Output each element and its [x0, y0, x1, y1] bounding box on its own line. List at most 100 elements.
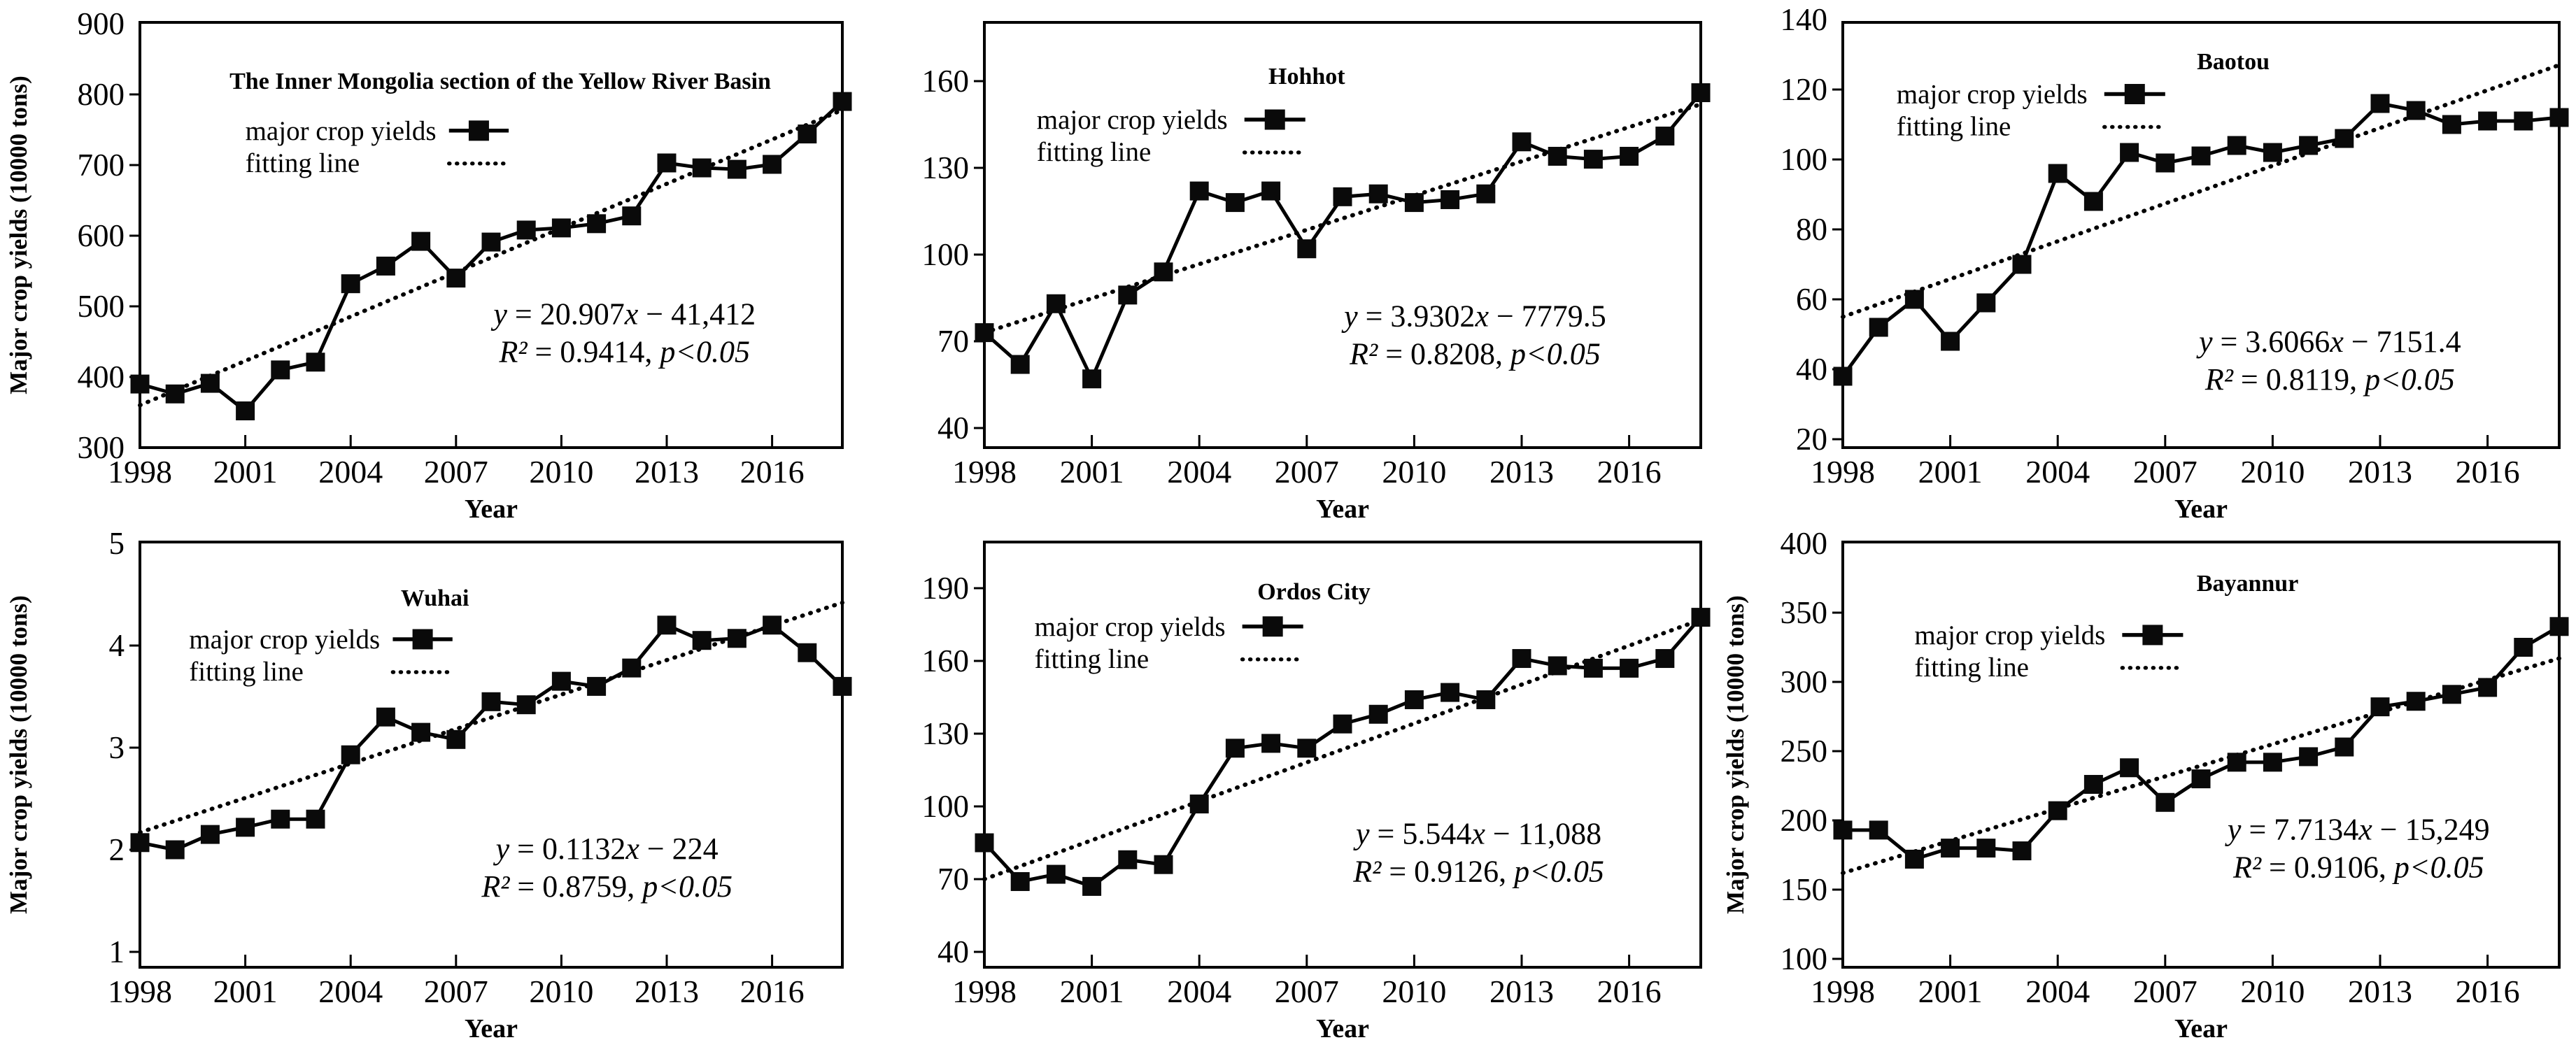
legend-series-marker — [468, 120, 489, 141]
regression-equation: y = 7.7134x − 15,249 — [2225, 813, 2490, 847]
x-tick-label: 2016 — [1597, 454, 1662, 490]
data-point-marker — [1620, 658, 1639, 678]
x-tick-label: 1998 — [952, 454, 1017, 490]
data-point-marker — [1225, 193, 1245, 213]
x-axis-title: Year — [465, 1014, 518, 1039]
x-tick-label: 1998 — [108, 454, 172, 490]
y-tick-label: 160 — [922, 643, 970, 678]
x-tick-label: 2004 — [2025, 454, 2090, 490]
x-tick-label: 2004 — [2025, 974, 2090, 1009]
x-tick-label: 2013 — [1489, 454, 1554, 490]
plot-box — [1841, 21, 2561, 449]
data-point-marker — [2442, 115, 2461, 134]
regression-equation: y = 20.907x − 41,412 — [490, 297, 756, 332]
x-tick-label: 1998 — [952, 974, 1017, 1009]
x-tick-label: 1998 — [1811, 974, 1875, 1009]
y-tick-label: 80 — [1796, 212, 1827, 247]
plot-box — [139, 541, 844, 969]
x-tick-label: 2004 — [1167, 454, 1231, 490]
data-point-marker — [376, 707, 395, 727]
fitting-line — [982, 102, 1703, 335]
x-tick-label: 2001 — [213, 974, 278, 1009]
data-point-marker — [2549, 108, 2569, 127]
legend-label-fit: fitting line — [1914, 653, 2029, 683]
fitting-line — [982, 618, 1703, 881]
x-tick-label: 2001 — [1060, 454, 1124, 490]
y-tick-label: 20 — [1796, 422, 1827, 457]
y-tick-label: 60 — [1796, 282, 1827, 317]
y-tick-label: 250 — [1781, 734, 1828, 769]
y-tick-label: 160 — [922, 64, 970, 99]
legend-label-series: major crop yields — [1897, 80, 2088, 110]
x-tick-label: 2001 — [1918, 974, 1983, 1009]
data-point-marker — [2549, 617, 2569, 636]
regression-equation: y = 3.6066x − 7151.4 — [2196, 325, 2461, 359]
legend-label-fit: fitting line — [1035, 644, 1149, 674]
legend-label-series: major crop yields — [246, 116, 437, 146]
fitting-line — [138, 600, 844, 835]
data-point-marker — [975, 833, 994, 853]
legend-series-marker — [1264, 109, 1285, 130]
chart-title: Bayannur — [2197, 571, 2299, 597]
x-axis-title: Year — [2174, 1014, 2228, 1039]
legend-label-series: major crop yields — [1037, 105, 1228, 135]
y-tick-label: 190 — [922, 571, 970, 606]
data-point-marker — [692, 158, 712, 178]
y-tick-label: 400 — [1781, 526, 1828, 561]
y-tick-label: 100 — [1781, 142, 1828, 177]
regression-equation: y = 0.1132x − 224 — [493, 832, 719, 866]
data-point-marker — [165, 840, 185, 860]
data-point-marker — [516, 695, 536, 715]
data-point-marker — [481, 232, 501, 252]
plot-box — [983, 541, 1702, 969]
x-tick-label: 2007 — [1275, 974, 1339, 1009]
fitting-line — [138, 108, 844, 408]
data-point-marker — [2478, 111, 2498, 131]
data-point-marker — [1154, 262, 1173, 282]
x-tick-label: 2010 — [529, 974, 593, 1009]
x-tick-label: 1998 — [1811, 454, 1875, 490]
data-point-marker — [1082, 876, 1102, 896]
data-point-marker — [1512, 649, 1531, 669]
x-tick-label: 2010 — [2240, 974, 2305, 1009]
data-point-marker — [1583, 658, 1603, 678]
y-tick-label: 4 — [109, 628, 125, 663]
data-point-marker — [1976, 293, 1996, 313]
x-axis-title: Year — [2174, 494, 2228, 520]
y-tick-label: 40 — [937, 934, 969, 969]
data-point-marker — [763, 615, 782, 635]
data-point-marker — [1512, 132, 1531, 152]
x-tick-label: 2013 — [635, 974, 699, 1009]
data-point-marker — [1368, 704, 1388, 724]
fitting-line — [1841, 656, 2561, 876]
x-axis-title: Year — [465, 494, 518, 520]
data-point-marker — [587, 214, 607, 234]
y-tick-label: 70 — [937, 862, 969, 897]
chart-title: Ordos City — [1257, 579, 1371, 605]
legend-label-fit: fitting line — [246, 148, 360, 178]
data-point-marker — [2120, 758, 2139, 778]
x-tick-label: 2004 — [318, 974, 383, 1009]
x-axis-title: Year — [1316, 1014, 1369, 1039]
y-tick-label: 40 — [1796, 352, 1827, 387]
regression-equation: y = 3.9302x − 7779.5 — [1341, 299, 1606, 334]
y-axis-title: Major crop yields (10000 tons) — [5, 76, 32, 394]
data-point-marker — [411, 231, 431, 251]
chart-title: Baotou — [2197, 49, 2270, 75]
data-point-marker — [516, 220, 536, 240]
data-point-marker — [1691, 83, 1711, 103]
data-point-marker — [200, 373, 220, 393]
data-point-marker — [1046, 864, 1066, 884]
data-point-marker — [727, 159, 746, 179]
data-point-marker — [2514, 111, 2533, 131]
chart-svg-bayannur: 100 150 200 250 300 350 400 1998 2001 2004 2007 201… — [1722, 526, 2569, 1039]
data-point-marker — [1261, 734, 1281, 753]
data-point-marker — [1441, 683, 1460, 702]
data-point-marker — [236, 401, 255, 420]
data-point-marker — [165, 384, 185, 404]
x-tick-label: 2007 — [424, 454, 488, 490]
y-tick-label: 130 — [922, 150, 970, 185]
y-tick-label: 100 — [1781, 941, 1828, 976]
data-point-marker — [1941, 332, 1960, 351]
